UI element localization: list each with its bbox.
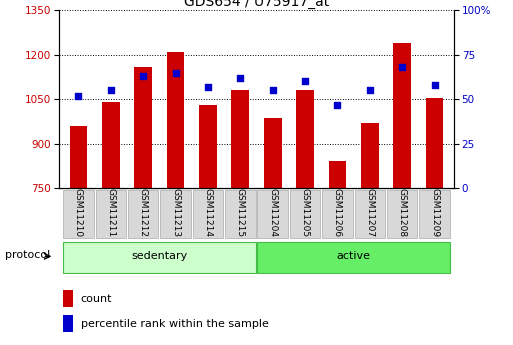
Text: GSM11212: GSM11212 — [139, 188, 148, 237]
Bar — [63, 290, 73, 307]
Bar — [387, 190, 418, 238]
Point — [333, 102, 342, 107]
Point — [301, 79, 309, 84]
Text: GSM11206: GSM11206 — [333, 188, 342, 237]
Text: GSM11204: GSM11204 — [268, 188, 277, 237]
Bar — [264, 118, 282, 188]
Bar — [63, 190, 94, 238]
Text: GSM11205: GSM11205 — [301, 188, 309, 237]
Bar — [231, 90, 249, 188]
Point — [107, 88, 115, 93]
Bar — [199, 105, 217, 188]
Text: GSM11209: GSM11209 — [430, 188, 439, 237]
Bar — [102, 102, 120, 188]
Point — [398, 65, 406, 70]
Bar — [128, 190, 159, 238]
Point — [430, 82, 439, 88]
Bar — [296, 90, 314, 188]
Text: sedentary: sedentary — [131, 252, 187, 261]
Bar — [393, 43, 411, 188]
Bar — [63, 315, 73, 332]
Bar — [161, 190, 191, 238]
Text: active: active — [337, 252, 370, 261]
Title: GDS654 / U75917_at: GDS654 / U75917_at — [184, 0, 329, 9]
Bar — [290, 190, 320, 238]
Bar — [70, 126, 87, 188]
Text: count: count — [81, 294, 112, 304]
Text: GSM11215: GSM11215 — [236, 188, 245, 237]
Point — [236, 75, 244, 81]
Point — [366, 88, 374, 93]
Bar — [426, 98, 443, 188]
Bar — [63, 241, 255, 273]
Bar — [322, 190, 352, 238]
Text: GSM11213: GSM11213 — [171, 188, 180, 237]
Bar — [225, 190, 255, 238]
Text: GSM11208: GSM11208 — [398, 188, 407, 237]
Point — [139, 73, 147, 79]
Bar — [328, 161, 346, 188]
Bar — [258, 241, 450, 273]
Text: GSM11207: GSM11207 — [365, 188, 374, 237]
Text: GSM11211: GSM11211 — [106, 188, 115, 237]
Point — [204, 84, 212, 89]
Bar — [361, 123, 379, 188]
Bar — [134, 67, 152, 188]
Point — [74, 93, 83, 98]
Bar — [258, 190, 288, 238]
Text: GSM11210: GSM11210 — [74, 188, 83, 237]
Bar — [193, 190, 223, 238]
Point — [269, 88, 277, 93]
Text: percentile rank within the sample: percentile rank within the sample — [81, 318, 269, 328]
Text: GSM11214: GSM11214 — [204, 188, 212, 237]
Bar — [167, 52, 185, 188]
Text: protocol: protocol — [5, 250, 50, 260]
Point — [171, 70, 180, 75]
Bar — [354, 190, 385, 238]
Bar — [419, 190, 450, 238]
Bar — [95, 190, 126, 238]
